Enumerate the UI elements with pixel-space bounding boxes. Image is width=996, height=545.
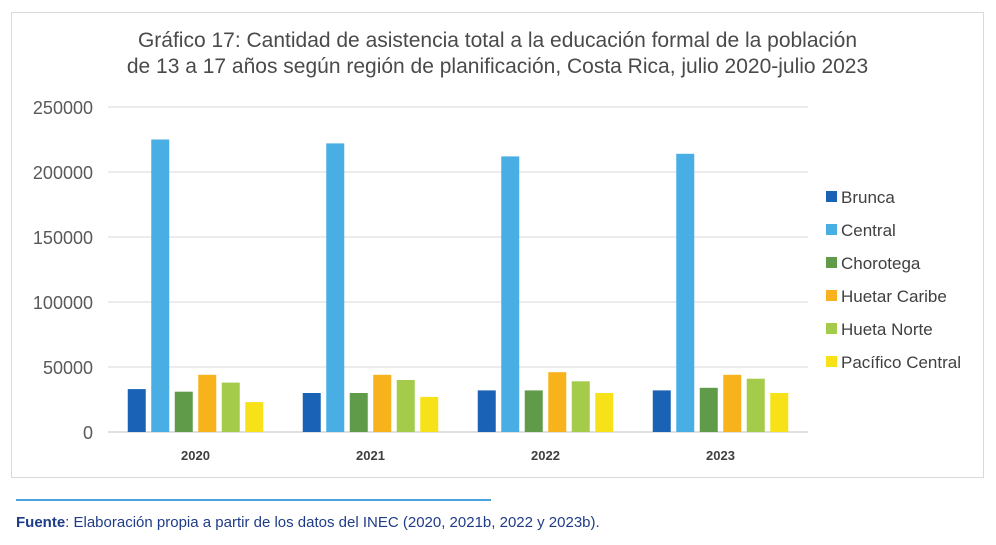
bar-hueta-norte — [396, 380, 415, 432]
footer-rule — [16, 499, 491, 501]
bar-chorotega — [524, 390, 543, 432]
legend-swatch — [826, 257, 837, 268]
x-tick-label: 2022 — [531, 448, 560, 463]
legend-swatch — [826, 290, 837, 301]
bar-hueta-norte — [221, 382, 240, 432]
bar-brunca — [477, 390, 496, 432]
y-tick-label: 150000 — [33, 228, 93, 248]
x-tick-label: 2021 — [356, 448, 385, 463]
y-tick-label: 200000 — [33, 163, 93, 183]
bar-pacífico-central — [770, 393, 789, 432]
bar-huetar-caribe — [723, 374, 742, 432]
bar-pacífico-central — [420, 396, 439, 432]
bar-central — [676, 153, 695, 433]
bar-brunca — [302, 393, 321, 432]
bar-brunca — [652, 390, 671, 432]
bar-pacífico-central — [595, 393, 614, 432]
y-tick-label: 100000 — [33, 293, 93, 313]
source-note: Fuente: Elaboración propia a partir de l… — [16, 514, 600, 531]
bar-chorotega — [699, 387, 718, 432]
chart-frame — [11, 12, 984, 478]
legend-label: Central — [841, 221, 896, 240]
legend-swatch — [826, 356, 837, 367]
legend-label: Chorotega — [841, 254, 921, 273]
bar-central — [501, 156, 520, 432]
legend-swatch — [826, 323, 837, 334]
legend-swatch — [826, 224, 837, 235]
legend-label: Hueta Norte — [841, 320, 933, 339]
y-tick-label: 50000 — [43, 358, 93, 378]
bar-brunca — [127, 389, 146, 432]
bar-central — [151, 139, 170, 432]
bar-hueta-norte — [746, 378, 765, 432]
bar-central — [326, 143, 345, 432]
y-tick-label: 0 — [83, 423, 93, 443]
bar-huetar-caribe — [373, 374, 392, 432]
bar-huetar-caribe — [548, 372, 567, 432]
bar-pacífico-central — [245, 402, 264, 432]
chart-title-line-1: Gráfico 17: Cantidad de asistencia total… — [137, 29, 858, 52]
source-text: : Elaboración propia a partir de los dat… — [65, 514, 600, 531]
x-tick-label: 2023 — [706, 448, 735, 463]
bar-chorotega — [349, 393, 368, 432]
source-label: Fuente — [16, 514, 66, 531]
x-tick-label: 2020 — [181, 448, 210, 463]
legend-swatch — [826, 191, 837, 202]
bar-huetar-caribe — [198, 374, 217, 432]
legend-label: Pacífico Central — [841, 353, 961, 372]
chart-title-line-2: de 13 a 17 años según región de planific… — [126, 55, 869, 78]
chart-title: Gráfico 17: Cantidad de asistencia total… — [11, 28, 984, 80]
legend-label: Huetar Caribe — [841, 287, 947, 306]
y-tick-label: 250000 — [33, 98, 93, 118]
bar-hueta-norte — [571, 381, 590, 432]
legend-label: Brunca — [841, 188, 895, 207]
bar-chorotega — [174, 391, 193, 432]
